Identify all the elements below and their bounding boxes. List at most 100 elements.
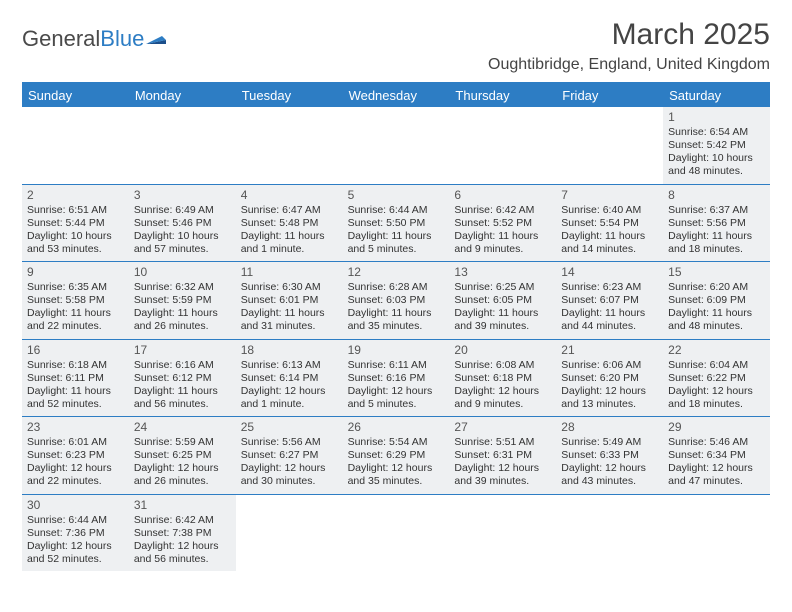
day-cell: 30Sunrise: 6:44 AMSunset: 7:36 PMDayligh…: [22, 495, 129, 572]
day-cell: 4Sunrise: 6:47 AMSunset: 5:48 PMDaylight…: [236, 185, 343, 262]
daylight-text: Daylight: 11 hours and 48 minutes.: [668, 307, 765, 333]
day-number: 3: [134, 188, 231, 203]
daylight-text: Daylight: 11 hours and 31 minutes.: [241, 307, 338, 333]
sunrise-text: Sunrise: 6:47 AM: [241, 204, 338, 217]
sunrise-text: Sunrise: 6:20 AM: [668, 281, 765, 294]
sunrise-text: Sunrise: 6:49 AM: [134, 204, 231, 217]
day-cell: 7Sunrise: 6:40 AMSunset: 5:54 PMDaylight…: [556, 185, 663, 262]
day-cell: 8Sunrise: 6:37 AMSunset: 5:56 PMDaylight…: [663, 185, 770, 262]
sunrise-text: Sunrise: 6:42 AM: [454, 204, 551, 217]
logo: GeneralBlue: [22, 26, 168, 52]
day-number: 4: [241, 188, 338, 203]
sunset-text: Sunset: 5:52 PM: [454, 217, 551, 230]
day-number: 30: [27, 498, 124, 513]
daylight-text: Daylight: 12 hours and 30 minutes.: [241, 462, 338, 488]
daylight-text: Daylight: 12 hours and 47 minutes.: [668, 462, 765, 488]
sunset-text: Sunset: 6:23 PM: [27, 449, 124, 462]
week-row: 30Sunrise: 6:44 AMSunset: 7:36 PMDayligh…: [22, 495, 770, 572]
day-number: 20: [454, 343, 551, 358]
day-number: 15: [668, 265, 765, 280]
day-number: 5: [348, 188, 445, 203]
sunset-text: Sunset: 6:22 PM: [668, 372, 765, 385]
day-header: Wednesday: [343, 84, 450, 107]
flag-icon: [146, 26, 168, 52]
day-number: 7: [561, 188, 658, 203]
day-cell: 23Sunrise: 6:01 AMSunset: 6:23 PMDayligh…: [22, 417, 129, 494]
day-cell: 2Sunrise: 6:51 AMSunset: 5:44 PMDaylight…: [22, 185, 129, 262]
week-row: 23Sunrise: 6:01 AMSunset: 6:23 PM Dayligh…: [22, 417, 770, 495]
sunset-text: Sunset: 6:33 PM: [561, 449, 658, 462]
sunrise-text: Sunrise: 6:37 AM: [668, 204, 765, 217]
header: GeneralBlue March 2025 Oughtibridge, Eng…: [22, 18, 770, 74]
day-number: 25: [241, 420, 338, 435]
daylight-text: Daylight: 11 hours and 9 minutes.: [454, 230, 551, 256]
day-number: 21: [561, 343, 658, 358]
daylight-text: Daylight: 11 hours and 39 minutes.: [454, 307, 551, 333]
day-cell: 13Sunrise: 6:25 AMSunset: 6:05 PMDayligh…: [449, 262, 556, 339]
daylight-text: Daylight: 11 hours and 5 minutes.: [348, 230, 445, 256]
day-cell: 14Sunrise: 6:23 AMSunset: 6:07 PMDayligh…: [556, 262, 663, 339]
day-cell: 26Sunrise: 5:54 AMSunset: 6:29 PMDayligh…: [343, 417, 450, 494]
sunset-text: Sunset: 5:50 PM: [348, 217, 445, 230]
sunset-text: Sunset: 5:44 PM: [27, 217, 124, 230]
daylight-text: Daylight: 10 hours and 53 minutes.: [27, 230, 124, 256]
day-cell: [343, 107, 450, 184]
day-number: 13: [454, 265, 551, 280]
sunset-text: Sunset: 5:42 PM: [668, 139, 765, 152]
logo-text-dark: General: [22, 26, 100, 52]
sunrise-text: Sunrise: 6:30 AM: [241, 281, 338, 294]
sunrise-text: Sunrise: 6:13 AM: [241, 359, 338, 372]
daylight-text: Daylight: 12 hours and 43 minutes.: [561, 462, 658, 488]
day-header: Monday: [129, 84, 236, 107]
day-cell: [556, 495, 663, 572]
sunset-text: Sunset: 6:34 PM: [668, 449, 765, 462]
day-number: 6: [454, 188, 551, 203]
day-number: 2: [27, 188, 124, 203]
day-cell: 17Sunrise: 6:16 AMSunset: 6:12 PMDayligh…: [129, 340, 236, 417]
sunrise-text: Sunrise: 6:51 AM: [27, 204, 124, 217]
sunrise-text: Sunrise: 6:44 AM: [348, 204, 445, 217]
sunrise-text: Sunrise: 6:23 AM: [561, 281, 658, 294]
sunrise-text: Sunrise: 6:18 AM: [27, 359, 124, 372]
sunrise-text: Sunrise: 6:35 AM: [27, 281, 124, 294]
sunset-text: Sunset: 6:16 PM: [348, 372, 445, 385]
sunrise-text: Sunrise: 6:01 AM: [27, 436, 124, 449]
day-number: 17: [134, 343, 231, 358]
sunset-text: Sunset: 6:31 PM: [454, 449, 551, 462]
daylight-text: Daylight: 12 hours and 18 minutes.: [668, 385, 765, 411]
day-header-row: SundayMondayTuesdayWednesdayThursdayFrid…: [22, 84, 770, 107]
logo-text-blue: Blue: [100, 26, 144, 52]
sunrise-text: Sunrise: 6:28 AM: [348, 281, 445, 294]
day-number: 26: [348, 420, 445, 435]
sunrise-text: Sunrise: 5:49 AM: [561, 436, 658, 449]
location: Oughtibridge, England, United Kingdom: [488, 56, 770, 74]
daylight-text: Daylight: 11 hours and 22 minutes.: [27, 307, 124, 333]
weeks-container: 1Sunrise: 6:54 AMSunset: 5:42 PMDaylight…: [22, 107, 770, 571]
day-number: 23: [27, 420, 124, 435]
day-cell: [236, 107, 343, 184]
sunset-text: Sunset: 5:58 PM: [27, 294, 124, 307]
sunrise-text: Sunrise: 6:04 AM: [668, 359, 765, 372]
daylight-text: Daylight: 10 hours and 48 minutes.: [668, 152, 765, 178]
sunset-text: Sunset: 6:25 PM: [134, 449, 231, 462]
day-number: 14: [561, 265, 658, 280]
sunrise-text: Sunrise: 5:59 AM: [134, 436, 231, 449]
daylight-text: Daylight: 11 hours and 44 minutes.: [561, 307, 658, 333]
sunset-text: Sunset: 6:11 PM: [27, 372, 124, 385]
day-header: Sunday: [22, 84, 129, 107]
sunrise-text: Sunrise: 6:11 AM: [348, 359, 445, 372]
day-number: 1: [668, 110, 765, 125]
day-cell: 5Sunrise: 6:44 AMSunset: 5:50 PMDaylight…: [343, 185, 450, 262]
daylight-text: Daylight: 10 hours and 57 minutes.: [134, 230, 231, 256]
sunrise-text: Sunrise: 6:08 AM: [454, 359, 551, 372]
week-row: 9Sunrise: 6:35 AMSunset: 5:58 PMDaylight…: [22, 262, 770, 340]
sunset-text: Sunset: 6:07 PM: [561, 294, 658, 307]
calendar: SundayMondayTuesdayWednesdayThursdayFrid…: [22, 82, 770, 571]
sunrise-text: Sunrise: 6:16 AM: [134, 359, 231, 372]
day-header: Friday: [556, 84, 663, 107]
day-number: 9: [27, 265, 124, 280]
day-cell: 6Sunrise: 6:42 AMSunset: 5:52 PMDaylight…: [449, 185, 556, 262]
day-cell: 27Sunrise: 5:51 AMSunset: 6:31 PMDayligh…: [449, 417, 556, 494]
sunrise-text: Sunrise: 6:40 AM: [561, 204, 658, 217]
day-cell: 29Sunrise: 5:46 AMSunset: 6:34 PMDayligh…: [663, 417, 770, 494]
